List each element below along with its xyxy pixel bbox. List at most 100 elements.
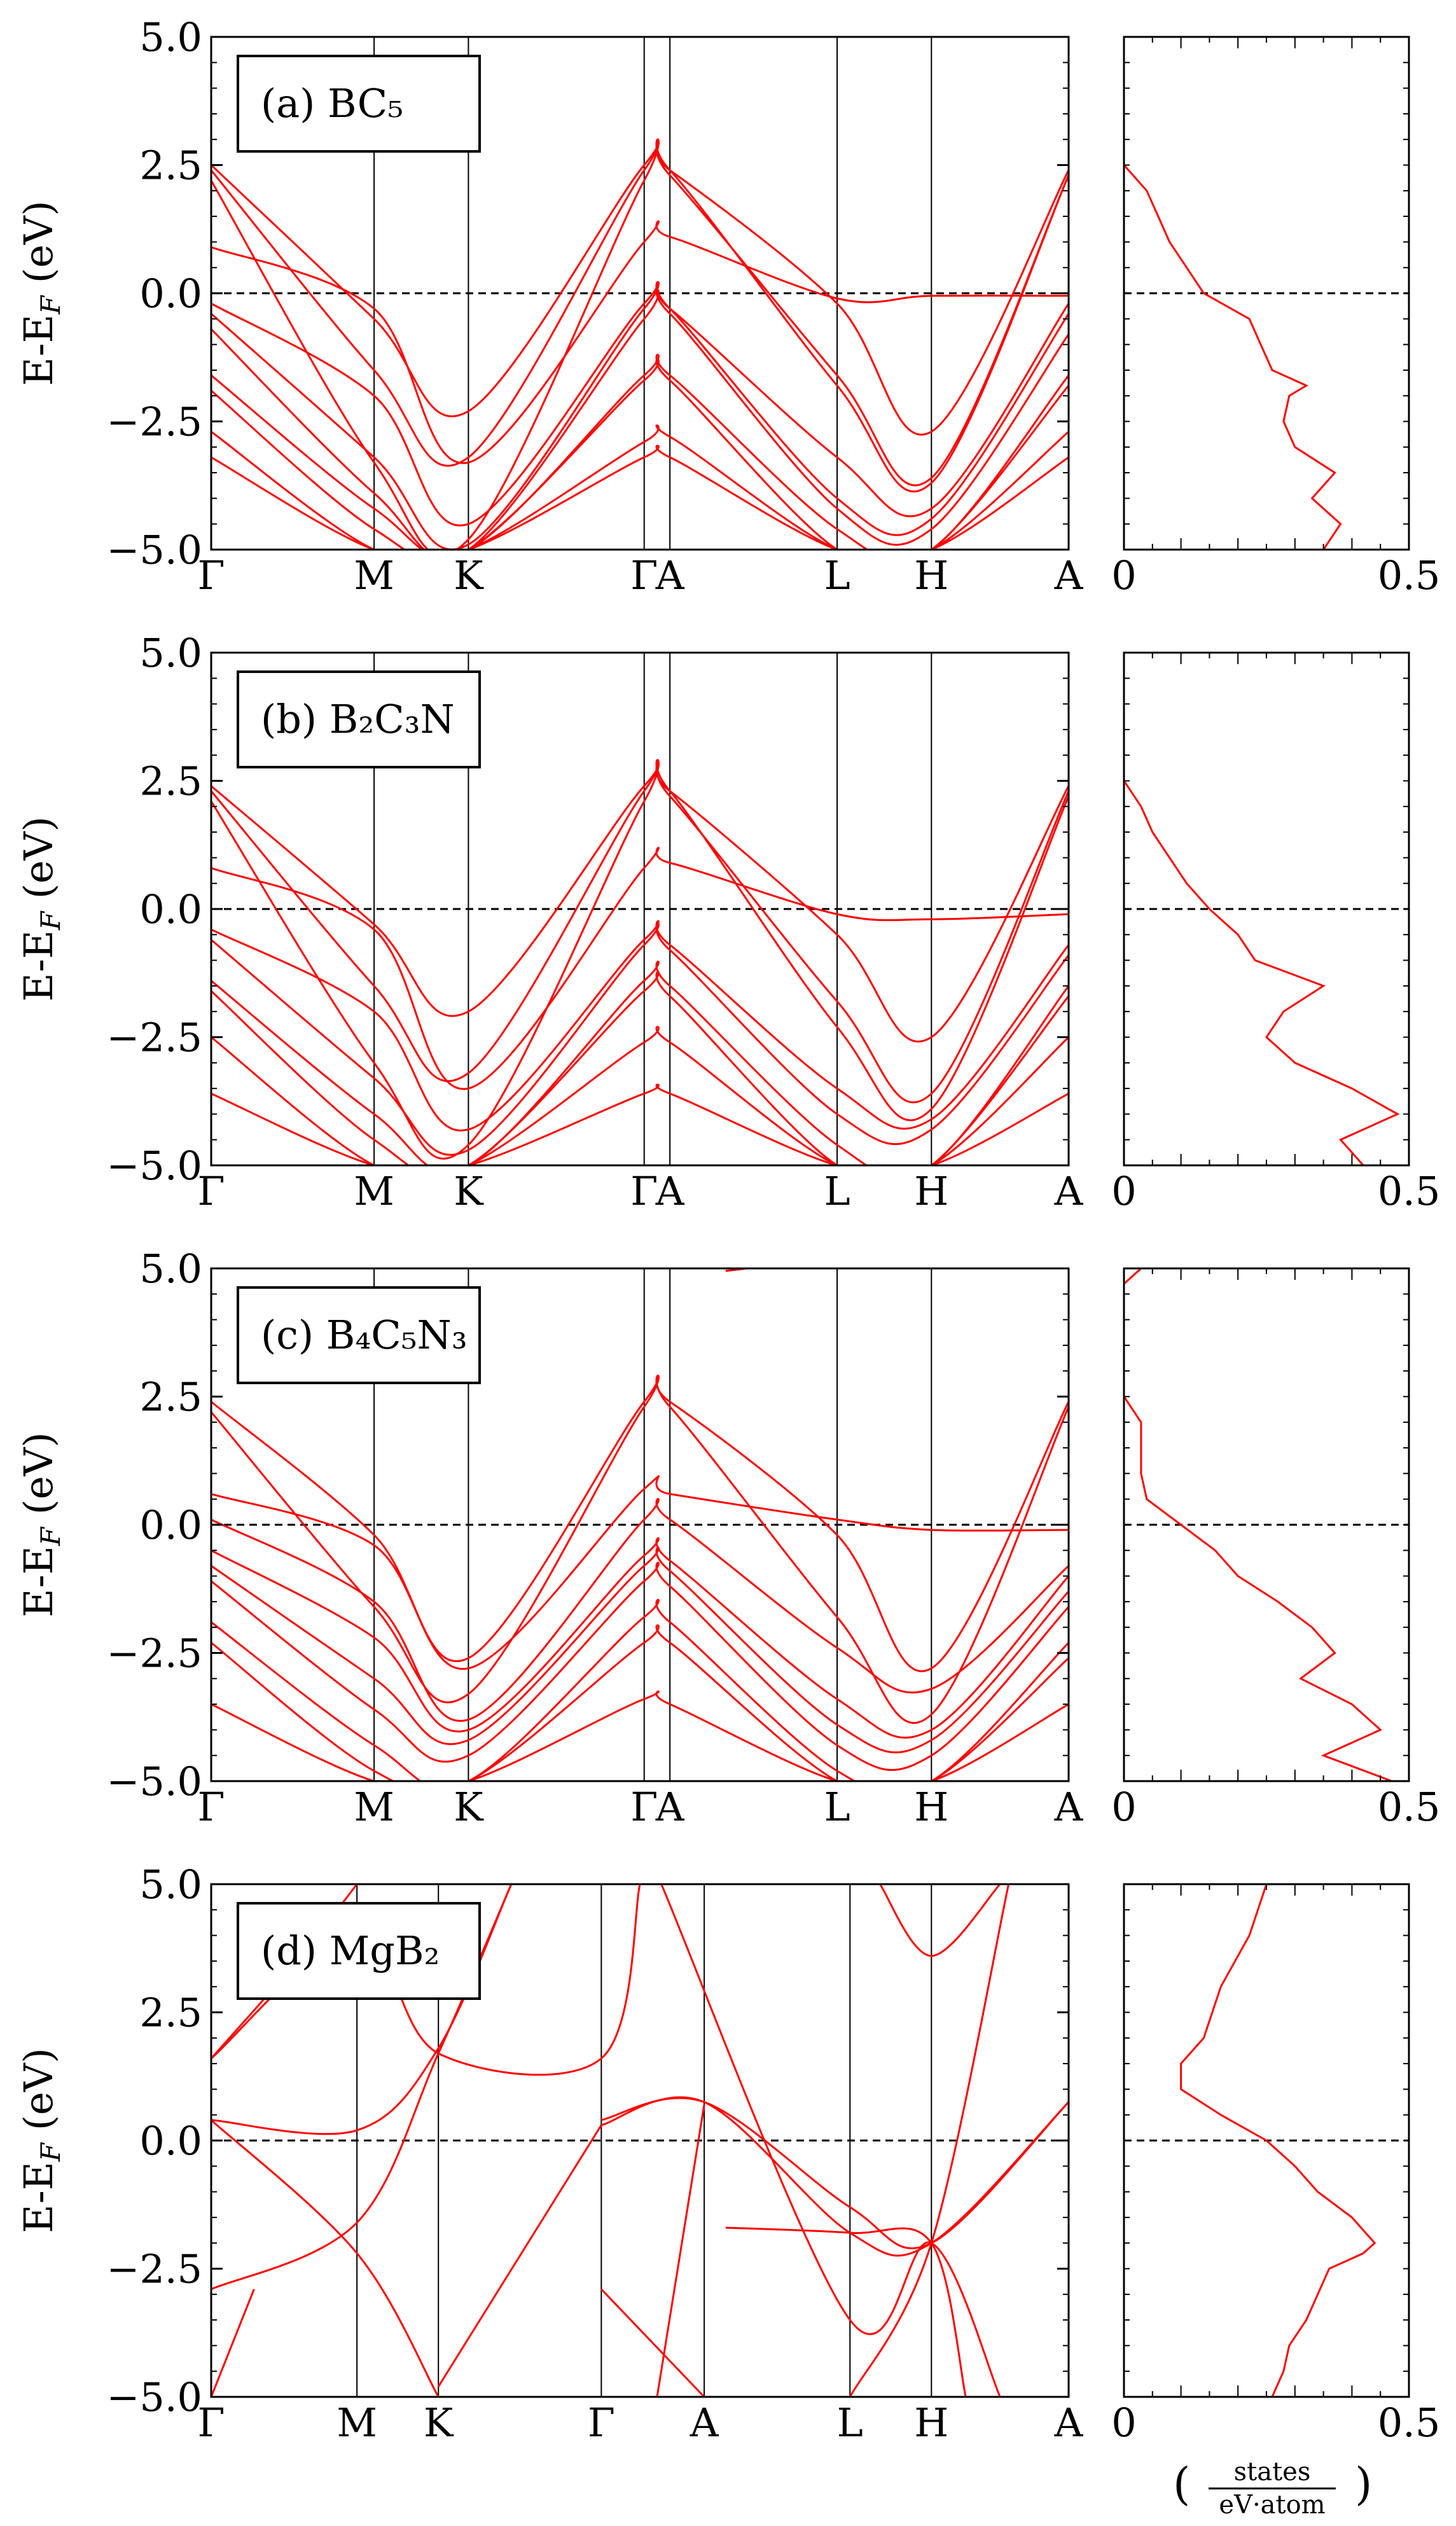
band-line-2	[211, 1375, 1069, 1724]
kpoint-label: M	[354, 552, 394, 599]
band-line-1	[211, 763, 1069, 1043]
panel-label-box: (a) BC₅	[237, 55, 481, 153]
band-line-7	[211, 961, 1069, 1165]
band-line-15	[656, 2104, 705, 2397]
band-line-3	[211, 1475, 1069, 1670]
y-tick-label: −2.5	[106, 1015, 202, 1061]
band-line-10	[211, 1083, 1069, 1165]
band-line-3	[211, 759, 1069, 1160]
kpoint-label: M	[336, 2399, 377, 2446]
kpoint-label: A	[690, 2399, 719, 2446]
band-line-11	[211, 445, 1069, 550]
panel-label-box: (d) MgB₂	[237, 1902, 481, 2000]
band-line-14	[211, 2289, 255, 2397]
kpoint-label: K	[424, 2399, 454, 2446]
y-tick-label: 2.5	[139, 758, 202, 805]
kpoint-label: Γ	[197, 1168, 225, 1214]
kpoint-label: A	[655, 552, 685, 599]
band-line-6	[211, 923, 1069, 1156]
y-tick-label: −2.5	[106, 399, 202, 445]
band-line-6	[211, 281, 1069, 550]
kpoint-label: Γ	[588, 2399, 615, 2446]
dos-curve	[1124, 164, 1342, 550]
dos-curve	[1124, 1268, 1392, 1781]
band-line-10	[660, 1884, 1001, 2397]
panel-label: (d) MgB₂	[261, 1927, 440, 1974]
band-line-3	[211, 1884, 513, 2135]
dos-curve	[1124, 780, 1400, 1165]
band-line-6	[601, 2097, 1069, 2249]
kpoint-label: H	[914, 1168, 948, 1214]
y-tick-label: 2.5	[139, 142, 202, 189]
kpoint-label: M	[354, 1784, 394, 1830]
band-line-11	[725, 2226, 967, 2397]
panel-label-box: (c) B₄C₅N₃	[237, 1286, 481, 1384]
band-line-10	[211, 1690, 1069, 1781]
dos-x-tick-label: 0	[1111, 1168, 1136, 1214]
dos-curve-group	[1180, 1884, 1376, 2397]
band-line-7	[211, 1562, 1069, 1772]
dos-unit-open-paren: (	[1173, 2458, 1190, 2510]
y-tick-label: −2.5	[106, 1630, 202, 1677]
kpoint-label: K	[454, 1168, 484, 1214]
kpoint-label: K	[454, 1784, 484, 1830]
kpoint-label: A	[655, 1168, 685, 1214]
y-tick-label: 2.5	[139, 1990, 202, 2036]
band-line-13	[849, 1884, 1010, 2397]
kpoint-label: Γ	[630, 1168, 658, 1214]
y-tick-label: 0.0	[139, 2118, 202, 2164]
y-axis-label: E-EF (eV)	[15, 2048, 66, 2233]
band-line-4	[211, 2119, 440, 2397]
kpoint-label: L	[824, 1168, 850, 1214]
y-tick-label: −5.0	[106, 2374, 202, 2420]
dos-curve-group	[1124, 780, 1400, 1165]
band-line-2	[211, 141, 1069, 487]
kpoint-label: L	[824, 1784, 850, 1830]
panel-label: (c) B₄C₅N₃	[261, 1312, 468, 1358]
kpoint-label: A	[1054, 1784, 1084, 1830]
dos-x-tick-label: 0.5	[1378, 1784, 1441, 1830]
y-axis-label: E-EF (eV)	[15, 1432, 66, 1617]
kpoint-label: Γ	[630, 552, 658, 599]
dos-x-tick-label: 0	[1111, 1784, 1136, 1830]
y-tick-label: 5.0	[139, 1246, 202, 1292]
y-tick-label: −5.0	[106, 1142, 202, 1189]
kpoint-label: M	[354, 1168, 394, 1214]
kpoint-label: H	[914, 552, 948, 599]
band-line-8	[600, 2288, 705, 2397]
panel-d: 5.02.50.0−2.5−5.0Γ M K Γ A L H AE-EF (eV)(d) Mg…	[15, 1861, 1440, 2446]
dos-unit-label: ( states eV·atom )	[1164, 2452, 1380, 2520]
panel-label-frame	[237, 1902, 481, 2000]
dos-curve	[1180, 1884, 1376, 2397]
dos-curve-group	[1124, 164, 1342, 550]
y-tick-label: 0.0	[139, 270, 202, 317]
band-line-5	[211, 920, 1069, 1132]
band-line-6	[211, 1546, 1069, 1754]
band-line-8	[211, 971, 1069, 1165]
kpoint-label: L	[824, 552, 850, 599]
dos-x-tick-label: 0.5	[1378, 1168, 1441, 1214]
kpoint-label: Γ	[197, 1784, 225, 1830]
dos-x-tick-label: 0	[1111, 2399, 1136, 2446]
kpoint-label: Γ	[197, 2399, 225, 2446]
band-line-4	[211, 1497, 1069, 1722]
band-line-9	[437, 2125, 602, 2387]
y-axis-label: E-EF (eV)	[15, 816, 66, 1001]
band-lines	[211, 1268, 1069, 1781]
dos-unit-numerator: states	[1234, 2457, 1311, 2487]
kpoint-label: Γ	[197, 552, 225, 599]
dos-x-tick-label: 0.5	[1378, 2399, 1441, 2446]
band-line-3	[211, 138, 1069, 550]
band-line-9	[211, 1025, 1069, 1165]
band-line-10	[211, 424, 1069, 550]
band-line-2	[211, 761, 1069, 1104]
band-line-9	[211, 1624, 1069, 1781]
dos-x-tick-label: 0.5	[1378, 552, 1441, 599]
y-tick-label: 0.0	[139, 886, 202, 933]
band-line-9	[211, 358, 1069, 550]
dos-unit-close-paren: )	[1355, 2458, 1372, 2510]
band-line-8	[211, 1599, 1069, 1781]
dos-curve-group	[1124, 1268, 1392, 1781]
panel-label: (a) BC₅	[261, 80, 403, 127]
kpoint-label: A	[1054, 552, 1084, 599]
